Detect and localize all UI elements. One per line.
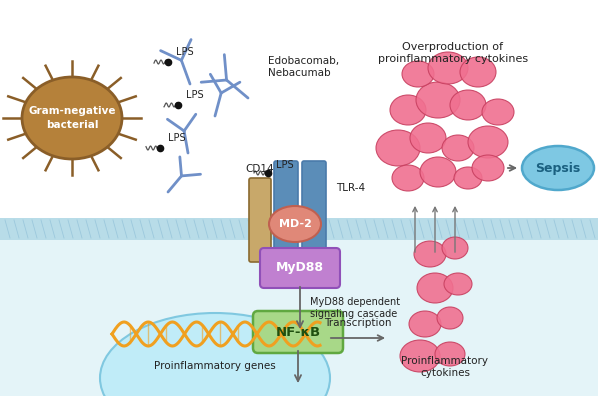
Ellipse shape xyxy=(450,90,486,120)
Ellipse shape xyxy=(428,52,468,84)
Text: LPS: LPS xyxy=(176,47,194,57)
Ellipse shape xyxy=(442,237,468,259)
FancyBboxPatch shape xyxy=(260,248,340,288)
Ellipse shape xyxy=(472,155,504,181)
Text: Proinflammatory
cytokines: Proinflammatory cytokines xyxy=(401,356,489,378)
Ellipse shape xyxy=(410,123,446,153)
Text: Sepsis: Sepsis xyxy=(535,162,581,175)
Ellipse shape xyxy=(100,313,330,396)
FancyBboxPatch shape xyxy=(249,178,271,262)
Ellipse shape xyxy=(402,61,434,87)
Text: LPS: LPS xyxy=(168,133,185,143)
Ellipse shape xyxy=(400,340,440,372)
Text: MD-2: MD-2 xyxy=(279,219,312,229)
Ellipse shape xyxy=(417,273,453,303)
Ellipse shape xyxy=(390,95,426,125)
Ellipse shape xyxy=(437,307,463,329)
Ellipse shape xyxy=(482,99,514,125)
Text: MyD88 dependent
signaling cascade: MyD88 dependent signaling cascade xyxy=(310,297,400,319)
Text: LPS: LPS xyxy=(186,90,204,100)
Text: Edobacomab,
Nebacumab: Edobacomab, Nebacumab xyxy=(268,56,339,78)
Ellipse shape xyxy=(269,206,321,242)
Text: MyD88: MyD88 xyxy=(276,261,324,274)
Text: Gram-negative
bacterial: Gram-negative bacterial xyxy=(28,107,116,129)
Bar xyxy=(0,240,598,396)
Text: Proinflammatory genes: Proinflammatory genes xyxy=(154,361,276,371)
Text: Transcription: Transcription xyxy=(324,318,392,328)
Bar xyxy=(0,218,598,240)
Ellipse shape xyxy=(460,57,496,87)
Ellipse shape xyxy=(435,342,465,366)
Ellipse shape xyxy=(442,135,474,161)
Ellipse shape xyxy=(409,311,441,337)
Ellipse shape xyxy=(454,167,482,189)
Ellipse shape xyxy=(468,126,508,158)
Ellipse shape xyxy=(522,146,594,190)
Text: CD14: CD14 xyxy=(246,164,274,174)
Ellipse shape xyxy=(420,157,456,187)
Ellipse shape xyxy=(22,77,122,159)
Ellipse shape xyxy=(416,82,460,118)
Text: TLR-4: TLR-4 xyxy=(336,183,365,193)
Ellipse shape xyxy=(444,273,472,295)
FancyBboxPatch shape xyxy=(302,161,326,275)
Ellipse shape xyxy=(376,130,420,166)
Text: NF-κB: NF-κB xyxy=(276,326,321,339)
FancyBboxPatch shape xyxy=(253,311,343,353)
Ellipse shape xyxy=(414,241,446,267)
Ellipse shape xyxy=(392,165,424,191)
Text: LPS: LPS xyxy=(276,160,294,170)
FancyBboxPatch shape xyxy=(274,161,298,275)
Text: Overproduction of
proinflammatory cytokines: Overproduction of proinflammatory cytoki… xyxy=(378,42,528,64)
